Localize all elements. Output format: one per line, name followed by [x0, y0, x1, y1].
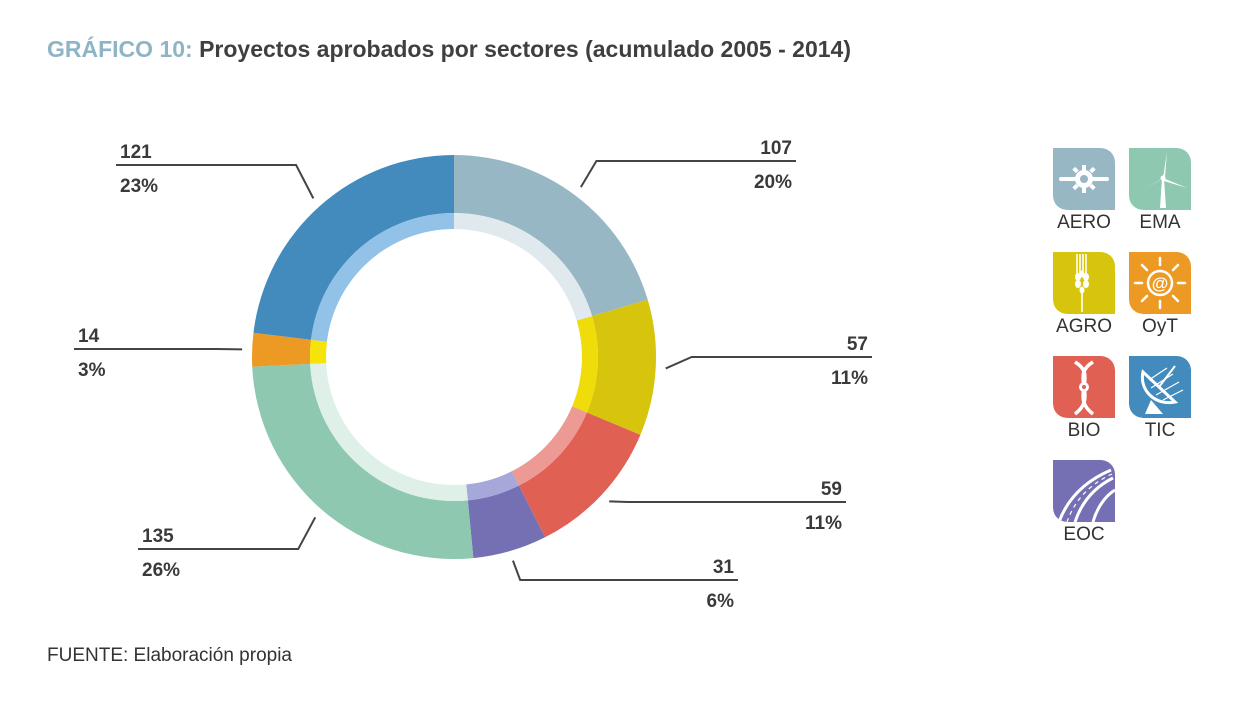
donut-chart: 107 20% 57 11% 59 11% 31 6% 135 26% 14 3% 121 23% [74, 138, 872, 612]
percent-label-eoc: 6% [707, 591, 735, 612]
slice-tic-outer [253, 155, 454, 340]
percent-label-agro: 11% [831, 368, 868, 389]
percent-label-bio: 11% [805, 513, 842, 534]
svg-text:@: @ [1152, 274, 1169, 293]
legend-label-agro: AGRO [1056, 316, 1112, 337]
slice-oyt-inner [310, 339, 327, 364]
chart-title: GRÁFICO 10: Proyectos aprobados por sect… [47, 36, 851, 63]
legend-item-agro: AGRO [1052, 252, 1116, 338]
value-label-eoc: 31 [713, 557, 735, 578]
leader-line-ema [138, 516, 317, 550]
slice-agro-inner [572, 316, 599, 413]
legend-item-aero: AERO [1052, 148, 1116, 234]
chart-source: FUENTE: Elaboración propia [47, 645, 292, 666]
legend-label-oyt: OyT [1142, 316, 1178, 337]
slice-aero-inner [454, 213, 593, 321]
legend-label-bio: BIO [1067, 420, 1101, 441]
gear-icon [1053, 148, 1115, 210]
percent-label-aero: 20% [754, 172, 792, 193]
legend-label-aero: AERO [1057, 212, 1111, 233]
slice-agro-outer [586, 299, 656, 435]
slice-ema-inner [310, 363, 468, 502]
percent-label-ema: 26% [142, 560, 180, 581]
value-label-agro: 57 [847, 334, 868, 355]
leader-line-eoc [512, 560, 738, 581]
value-label-bio: 59 [821, 479, 842, 500]
legend-item-tic: TIC [1128, 356, 1192, 442]
value-label-oyt: 14 [78, 326, 100, 347]
legend-label-tic: TIC [1144, 420, 1176, 441]
slice-bio-outer [518, 412, 641, 538]
slice-ema-outer [252, 363, 474, 560]
wind-turbine-icon [1129, 148, 1191, 210]
chart-title-lead: GRÁFICO 10: [47, 36, 193, 62]
legend-item-bio: BIO [1052, 356, 1116, 442]
percent-label-tic: 23% [120, 176, 158, 197]
sun-at-icon: @ [1129, 252, 1191, 314]
slice-bio-inner [511, 406, 587, 486]
leader-line-agro [665, 356, 872, 370]
wheat-icon [1053, 252, 1115, 314]
dna-icon [1053, 356, 1115, 418]
slice-tic-inner [311, 213, 454, 342]
road-icon [1053, 460, 1115, 522]
legend-label-ema: EMA [1139, 212, 1181, 233]
legend-item-oyt: @ OyT [1128, 252, 1192, 338]
sector-legend: AERO EMA AGRO [1052, 148, 1202, 558]
leader-line-bio [609, 500, 846, 503]
satellite-dish-icon [1129, 356, 1191, 418]
slice-eoc-inner [466, 471, 519, 501]
value-label-ema: 135 [142, 526, 174, 547]
percent-label-oyt: 3% [78, 360, 106, 381]
slice-eoc-outer [467, 485, 546, 559]
legend-item-eoc: EOC [1052, 460, 1116, 546]
value-label-aero: 107 [760, 138, 792, 159]
chart-title-text: Proyectos aprobados por sectores (acumul… [199, 36, 851, 62]
slice-oyt-outer [252, 332, 312, 367]
slice-aero-outer [454, 155, 648, 317]
leader-line-aero [580, 160, 796, 188]
leader-line-tic [116, 164, 315, 199]
legend-label-eoc: EOC [1063, 524, 1105, 545]
value-label-tic: 121 [120, 142, 152, 163]
legend-item-ema: EMA [1128, 148, 1192, 234]
